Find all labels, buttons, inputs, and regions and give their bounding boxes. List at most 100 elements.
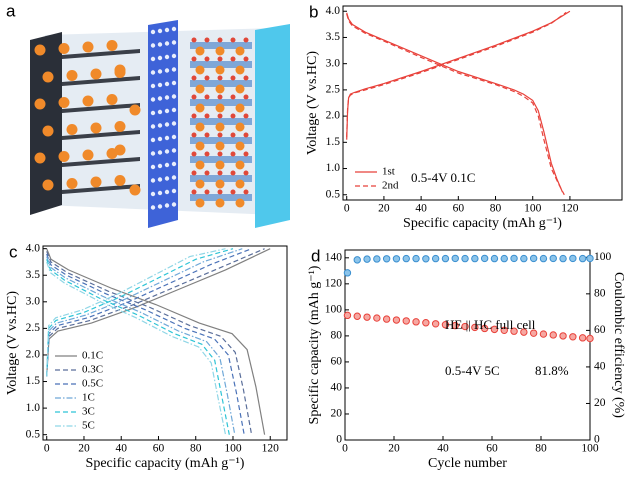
graphite-layer	[62, 49, 140, 59]
marker	[441, 320, 450, 329]
marker	[480, 324, 489, 333]
x-tick-label: 40	[115, 443, 127, 455]
curve	[346, 10, 571, 193]
ion	[42, 125, 54, 137]
marker	[490, 325, 499, 334]
y-tick-label: 60	[331, 356, 343, 368]
pore	[164, 27, 170, 33]
marker	[529, 254, 538, 263]
y2-tick-label: 20	[594, 397, 606, 409]
atom	[243, 56, 249, 62]
x-tick-label: 20	[378, 203, 390, 215]
pore	[171, 188, 177, 194]
marker	[343, 311, 352, 320]
cathode-layer	[190, 42, 252, 49]
marker	[402, 254, 410, 263]
x-axis-title: Specific capacity (mAh g⁻¹)	[86, 456, 245, 471]
y2-axis-title: Coulombic efficiency (%)	[611, 272, 626, 418]
ion	[215, 46, 225, 56]
x-tick-label: 120	[262, 443, 280, 455]
ion	[215, 84, 225, 94]
marker	[373, 255, 381, 263]
ion	[129, 184, 141, 196]
ion	[58, 151, 70, 162]
marker	[520, 254, 528, 263]
pore	[157, 150, 163, 155]
atom	[230, 75, 236, 81]
pore	[150, 205, 156, 210]
y-tick-label: 40	[331, 382, 343, 394]
marker	[422, 319, 430, 327]
cathode-plate	[255, 24, 290, 228]
x-tick-label: 40	[415, 203, 427, 215]
marker	[586, 334, 594, 343]
marker	[382, 315, 391, 323]
marker	[549, 331, 557, 339]
legend-label: 2nd	[382, 180, 399, 192]
marker	[373, 314, 381, 322]
x-tick-label: 60	[486, 443, 498, 455]
pore	[157, 123, 163, 128]
pore	[164, 68, 170, 73]
pore	[157, 190, 163, 196]
ion	[34, 152, 46, 164]
curve	[46, 248, 227, 435]
x-tick-label: 20	[388, 443, 400, 455]
annotation: 81.8%	[535, 363, 569, 378]
ion	[215, 198, 225, 208]
plot-frame	[344, 249, 591, 441]
ion	[90, 176, 102, 188]
atom	[230, 56, 236, 62]
curve	[46, 248, 243, 435]
anode-plate	[30, 32, 62, 215]
ion	[195, 122, 205, 132]
atom	[204, 56, 210, 62]
ion	[235, 141, 245, 151]
pore	[164, 41, 170, 46]
marker	[392, 255, 401, 263]
pore	[171, 134, 177, 140]
ion	[235, 160, 245, 170]
marker	[451, 321, 459, 330]
y-tick-label: 120	[325, 277, 343, 289]
atom	[191, 132, 197, 138]
y2-tick-label: 80	[594, 287, 606, 299]
pore	[164, 54, 170, 60]
marker	[510, 327, 518, 335]
x-tick-label: 0	[342, 443, 348, 455]
atom	[191, 94, 197, 100]
pore	[171, 67, 177, 72]
y-tick-label: 140	[325, 251, 343, 263]
ion	[215, 160, 225, 170]
atom	[191, 56, 197, 62]
ion	[66, 124, 78, 135]
pore	[164, 176, 170, 181]
pore	[171, 80, 177, 86]
marker	[353, 256, 361, 264]
ion	[66, 178, 78, 189]
cathode-layer	[190, 175, 252, 182]
y2-tick-label: 100	[594, 251, 612, 263]
pore	[157, 109, 163, 115]
ion	[195, 84, 205, 94]
y-tick-label: 1.5	[326, 136, 341, 148]
pore	[150, 137, 156, 143]
atom	[217, 113, 223, 119]
atom	[217, 132, 223, 138]
atom	[217, 170, 223, 176]
marker	[539, 254, 548, 263]
illustration	[30, 20, 290, 228]
cathode-layer	[190, 137, 252, 144]
x-tick-label: 100	[524, 203, 542, 215]
ion	[215, 122, 225, 132]
pore	[157, 136, 163, 142]
y-tick-label: 2.0	[26, 349, 41, 361]
pore	[150, 178, 156, 183]
pore	[157, 177, 163, 182]
y-tick-label: 2.0	[326, 110, 341, 122]
pore	[164, 162, 170, 168]
cathode-layer	[190, 194, 252, 201]
marker	[559, 254, 567, 263]
atom	[243, 189, 249, 195]
ion	[90, 122, 102, 134]
